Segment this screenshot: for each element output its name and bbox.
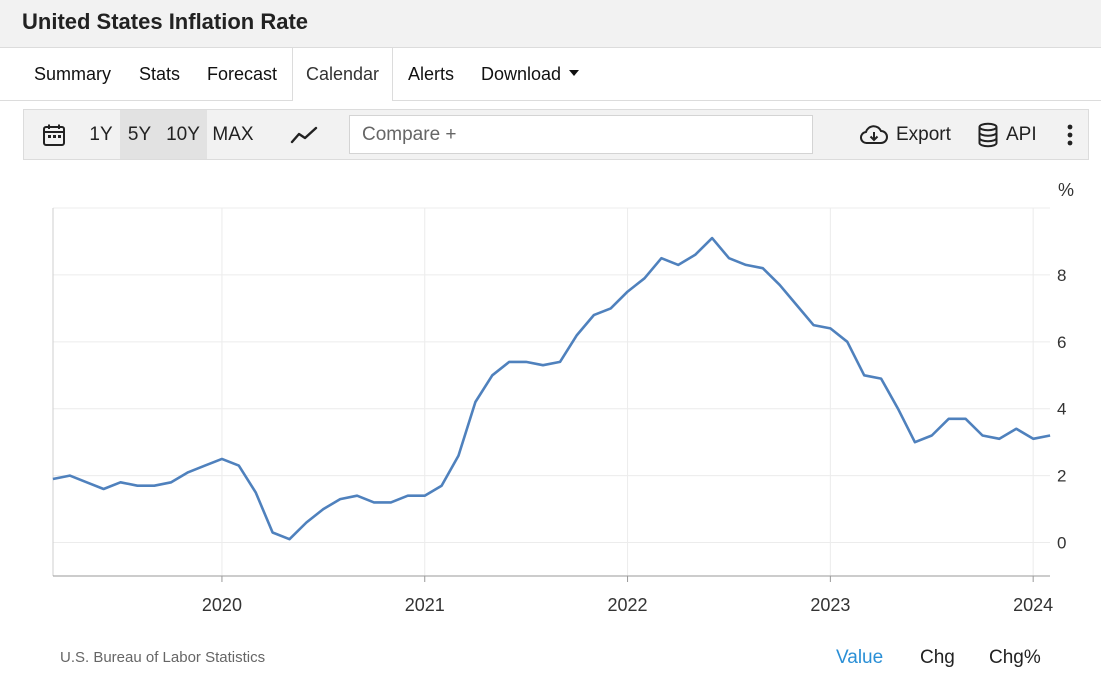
source-label: U.S. Bureau of Labor Statistics xyxy=(60,649,266,666)
x-tick-label: 2022 xyxy=(608,595,648,615)
more-vertical-icon xyxy=(1067,124,1073,146)
view-chg-button[interactable]: Chg xyxy=(920,647,955,668)
compare-input[interactable]: Compare + xyxy=(349,115,813,154)
api-button[interactable]: API xyxy=(977,110,1043,159)
tab-forecast[interactable]: Forecast xyxy=(207,64,278,84)
y-tick-label: 6 xyxy=(1057,333,1066,352)
tab-download[interactable]: Download xyxy=(481,48,580,100)
line-chart-icon xyxy=(290,126,318,144)
y-axis-unit-label: % xyxy=(1058,180,1074,200)
series-line[interactable] xyxy=(52,236,1051,541)
tab-alerts[interactable]: Alerts xyxy=(408,64,455,84)
x-tick-label: 2024 xyxy=(1013,595,1053,615)
page-title: United States Inflation Rate xyxy=(22,9,309,34)
y-tick-label: 2 xyxy=(1057,467,1066,486)
range-5y-button[interactable]: 5Y xyxy=(120,110,159,159)
chart-toolbar: 1Y 5Y 10Y MAX Compare + Export API xyxy=(23,109,1089,160)
range-10y-button[interactable]: 10Y xyxy=(159,110,207,159)
tab-bar: Summary Stats Forecast Calendar Alerts D… xyxy=(0,48,1101,101)
database-icon xyxy=(978,122,998,148)
chart-type-button[interactable] xyxy=(286,110,322,159)
y-tick-label: 8 xyxy=(1057,266,1066,285)
tab-download-label: Download xyxy=(481,64,562,84)
calendar-icon xyxy=(43,124,65,146)
tab-summary[interactable]: Summary xyxy=(34,64,112,84)
export-button[interactable]: Export xyxy=(859,110,954,159)
view-chg-pct-button[interactable]: Chg% xyxy=(989,647,1041,668)
caret-down-icon xyxy=(569,70,580,77)
calendar-button[interactable] xyxy=(36,110,72,159)
y-tick-label: 4 xyxy=(1057,400,1066,419)
x-tick-label: 2020 xyxy=(202,595,242,615)
x-tick-label: 2023 xyxy=(810,595,850,615)
chart-area: 0 2 4 6 8 2020 2021 2022 2023 2024% xyxy=(0,160,1101,677)
export-label: Export xyxy=(896,124,951,145)
title-bar: United States Inflation Rate xyxy=(0,0,1101,48)
y-tick-label: 0 xyxy=(1057,534,1066,553)
x-tick-label: 2021 xyxy=(405,595,445,615)
api-label: API xyxy=(1006,124,1037,145)
view-value-button[interactable]: Value xyxy=(836,647,884,668)
tab-calendar[interactable]: Calendar xyxy=(292,48,394,101)
cloud-download-icon xyxy=(860,125,888,144)
more-options-button[interactable] xyxy=(1060,110,1080,159)
tab-stats[interactable]: Stats xyxy=(139,64,181,84)
range-max-button[interactable]: MAX xyxy=(212,124,254,145)
inflation-line-chart[interactable]: 0 2 4 6 8 2020 2021 2022 2023 2024% xyxy=(0,160,1101,677)
range-1y-button[interactable]: 1Y xyxy=(89,124,113,145)
